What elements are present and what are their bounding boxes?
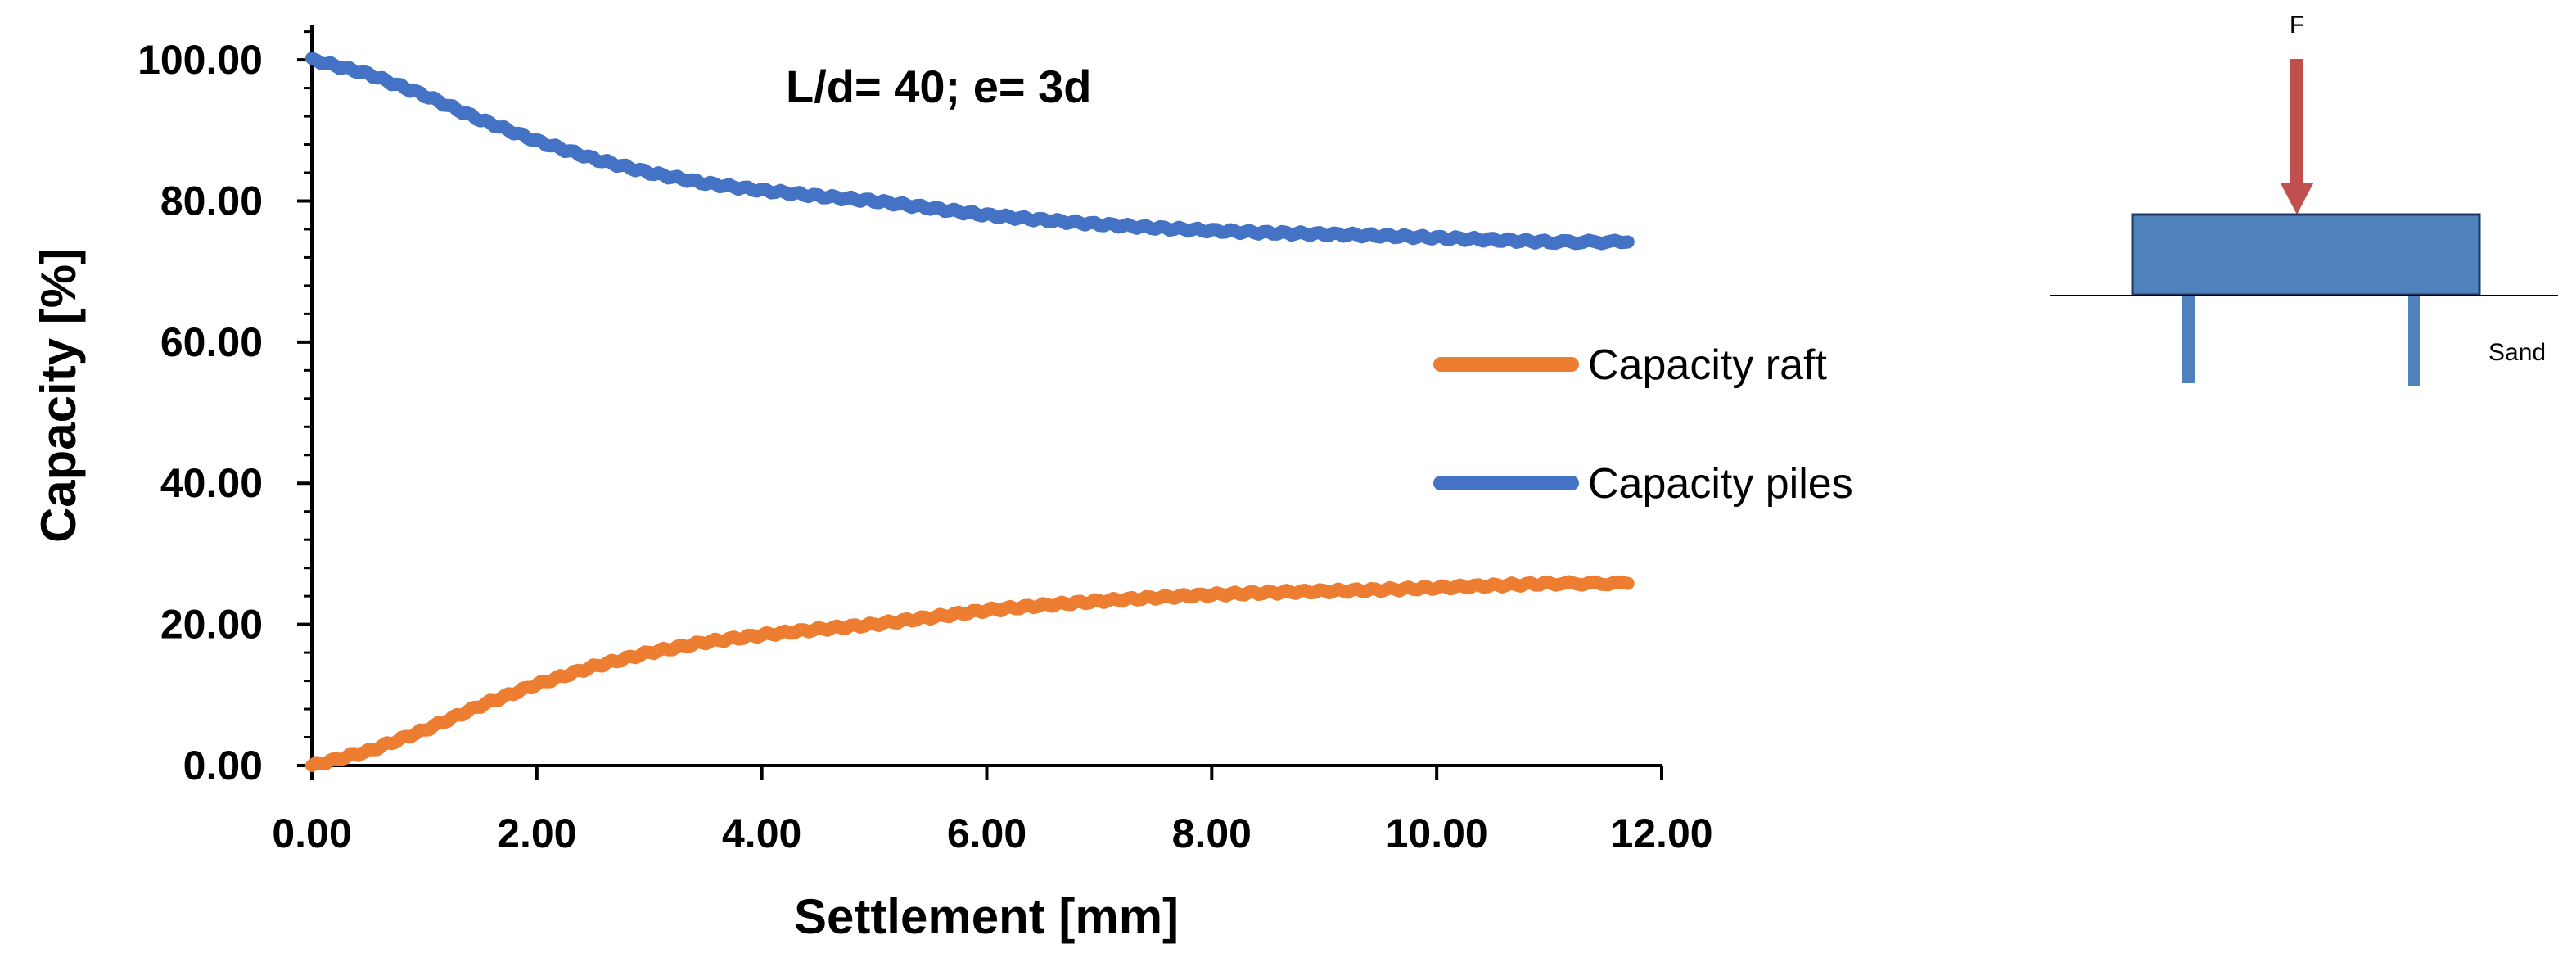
x-tick-label: 2.00 (497, 811, 576, 856)
legend-label-capacity-piles: Capacity piles (1588, 460, 1853, 508)
y-axis-title: Capacity [%] (31, 248, 86, 543)
chart-annotation: L/d= 40; e= 3d (786, 61, 1092, 112)
x-tick-label: 10.00 (1386, 811, 1488, 856)
force-label: F (2290, 11, 2304, 38)
y-tick-label: 40.00 (160, 460, 263, 506)
pile-left (2182, 296, 2195, 383)
force-arrow-head (2281, 183, 2313, 215)
y-tick-label: 80.00 (160, 178, 263, 224)
series-line-capacity-piles (305, 52, 1635, 251)
y-tick-label: 20.00 (160, 602, 263, 648)
series-line-capacity-raft (305, 575, 1635, 772)
y-tick-label: 60.00 (160, 319, 263, 365)
piled-raft-diagram: F Sand (2050, 11, 2558, 386)
pile-right (2408, 296, 2420, 386)
x-tick-label: 0.00 (272, 811, 351, 856)
x-tick-label: 6.00 (947, 811, 1026, 856)
x-axis-title: Settlement [mm] (794, 889, 1179, 944)
y-tick-label: 100.00 (138, 37, 263, 83)
axis-ticks: 0.00 20.00 40.00 60.00 80.00 100.00 0.00 2.00 4.… (138, 30, 1713, 856)
legend-label-capacity-raft: Capacity raft (1588, 341, 1827, 389)
x-tick-label: 4.00 (722, 811, 801, 856)
x-tick-label: 8.00 (1172, 811, 1252, 856)
soil-label: Sand (2488, 339, 2546, 366)
raft (2131, 213, 2481, 296)
x-tick-label: 12.00 (1610, 811, 1712, 856)
y-tick-label: 0.00 (183, 743, 263, 788)
legend: Capacity raft Capacity piles (1433, 341, 1853, 508)
series-layer (305, 52, 1635, 772)
axes: 0.00 20.00 40.00 60.00 80.00 100.00 0.00 2.00 4.… (138, 25, 1713, 856)
